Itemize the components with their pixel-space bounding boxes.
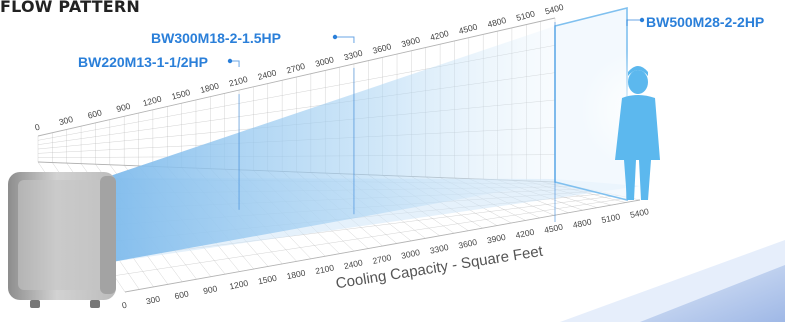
tick-label-top-900: 900: [115, 101, 132, 114]
tick-label-bottom-1200: 1200: [229, 278, 250, 292]
model-label-bw220: BW220M13-1-1/2HP: [78, 54, 208, 70]
tick-label-top-600: 600: [87, 107, 104, 120]
tick-label-bottom-4200: 4200: [515, 227, 536, 241]
tick-label-top-4200: 4200: [429, 28, 450, 43]
leader-dot-2: [639, 17, 645, 23]
tick-label-bottom-3000: 3000: [400, 247, 421, 261]
tick-label-bottom-300: 300: [145, 294, 161, 307]
page-title: FLOW PATTERN: [0, 0, 141, 16]
tick-label-top-3300: 3300: [343, 48, 364, 63]
coverage-markers: [227, 17, 645, 222]
grid-line: [114, 197, 630, 276]
tick-label-top-3900: 3900: [400, 35, 421, 50]
tick-label-top-5400: 5400: [544, 2, 565, 17]
leader-line-1: [335, 36, 355, 43]
tick-label-top-5100: 5100: [515, 8, 536, 23]
background-band: [640, 265, 785, 322]
airflow-cone: [110, 26, 555, 262]
tick-label-bottom-2400: 2400: [343, 257, 364, 271]
tick-label-bottom-3300: 3300: [429, 242, 450, 256]
tick-label-bottom-4500: 4500: [543, 221, 564, 235]
tick-label-bottom-0: 0: [121, 300, 128, 311]
grid-edge: [37, 17, 556, 137]
tick-label-top-0: 0: [34, 122, 41, 133]
tick-label-bottom-2100: 2100: [314, 262, 335, 276]
tick-label-bottom-5400: 5400: [629, 206, 650, 220]
grid-edge: [124, 199, 641, 293]
air-cooler-unit-icon: [8, 172, 116, 308]
tick-label-top-4500: 4500: [458, 21, 479, 36]
tick-label-bottom-1500: 1500: [257, 273, 278, 287]
leader-dot-0: [227, 58, 233, 64]
tick-label-bottom-5100: 5100: [600, 211, 621, 225]
tick-label-top-1200: 1200: [142, 94, 163, 109]
tick-label-top-2100: 2100: [228, 74, 249, 89]
tick-label-top-3600: 3600: [371, 41, 392, 56]
tick-label-top-3000: 3000: [314, 54, 335, 69]
tick-label-bottom-600: 600: [174, 288, 190, 301]
tick-label-top-2700: 2700: [285, 61, 306, 76]
tick-label-bottom-3900: 3900: [486, 232, 507, 246]
tick-label-top-300: 300: [58, 114, 75, 127]
tick-label-bottom-3600: 3600: [457, 237, 478, 251]
leader-line-0: [230, 60, 240, 67]
leader-line-2: [626, 19, 642, 26]
tick-label-bottom-1800: 1800: [286, 267, 307, 281]
model-label-bw500: BW500M28-2-2HP: [646, 14, 765, 30]
tick-label-bottom-2700: 2700: [372, 252, 393, 266]
tick-label-top-1800: 1800: [199, 80, 220, 95]
leader-dot-1: [332, 34, 338, 40]
tick-label-top-2400: 2400: [257, 67, 278, 82]
model-label-bw300: BW300M18-2-1.5HP: [151, 30, 281, 46]
tick-label-bottom-4800: 4800: [572, 216, 593, 230]
tick-labels-bottom: 0 300 600 900 1200 1500 1800 2100 2400 2700 3000 33…: [121, 206, 650, 310]
standing-person-icon: [615, 66, 660, 200]
tick-labels-top: 0 300 600 900 1200 1500 1800 2100 2400 2700 3000 33…: [34, 2, 565, 133]
tick-label-bottom-900: 900: [202, 283, 218, 296]
tick-label-top-1500: 1500: [170, 87, 191, 102]
tick-label-top-4800: 4800: [486, 15, 507, 30]
